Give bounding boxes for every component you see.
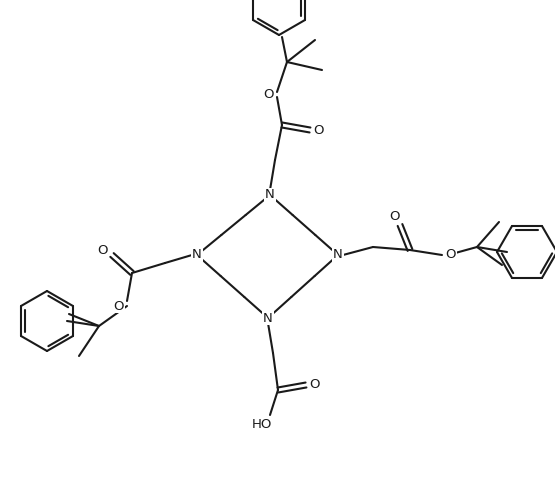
Text: HO: HO <box>252 418 272 431</box>
Text: O: O <box>98 243 108 256</box>
Text: O: O <box>263 88 273 101</box>
Text: O: O <box>114 300 124 312</box>
Text: O: O <box>314 123 324 136</box>
Text: O: O <box>390 209 400 223</box>
Text: O: O <box>310 379 320 392</box>
Text: N: N <box>265 189 275 202</box>
Text: O: O <box>446 249 456 262</box>
Text: N: N <box>263 312 273 324</box>
Text: N: N <box>333 249 343 262</box>
Text: N: N <box>192 249 202 262</box>
